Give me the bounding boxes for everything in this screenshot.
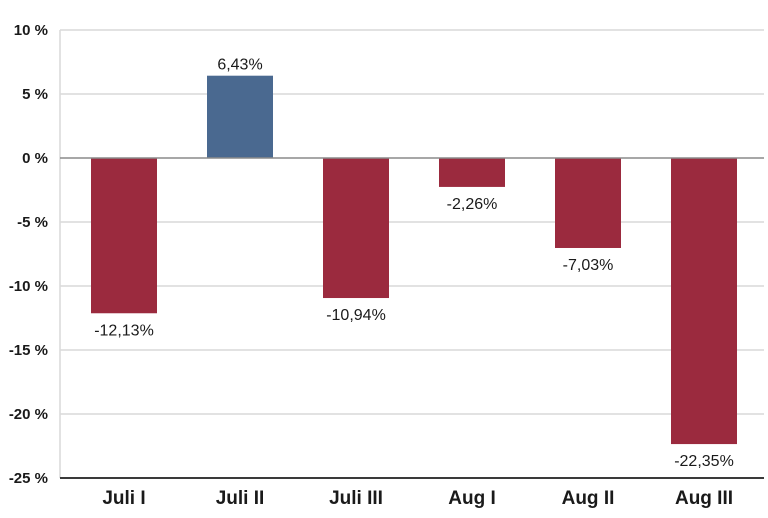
data-label: -22,35%: [674, 453, 734, 470]
bar: [91, 158, 157, 314]
x-tick-label: Juli III: [329, 488, 383, 509]
bar: [207, 75, 273, 158]
data-label: -10,94%: [326, 307, 386, 324]
y-tick-label: 0 %: [22, 150, 48, 167]
data-label: 6,43%: [217, 57, 262, 74]
y-tick-label: 10 %: [14, 22, 48, 39]
y-tick-label: -25 %: [9, 470, 48, 487]
bars: [91, 75, 737, 445]
y-tick-label: -15 %: [9, 342, 48, 359]
x-tick-label: Aug II: [562, 488, 615, 509]
bar: [555, 158, 621, 248]
labels: 10 % 5 % 0 % -5 % -10 % -15 % -20 % -25 % -12,13…: [9, 22, 734, 509]
bar: [439, 158, 505, 187]
y-tick-label: -10 %: [9, 278, 48, 295]
data-label: -12,13%: [94, 322, 154, 339]
x-tick-label: Juli I: [102, 488, 145, 509]
x-tick-label: Aug III: [675, 488, 733, 509]
gridlines: [60, 29, 764, 415]
bar: [323, 158, 389, 299]
y-tick-label: -20 %: [9, 406, 48, 423]
x-tick-label: Aug I: [448, 488, 496, 509]
axes: [59, 30, 764, 479]
data-label: -7,03%: [563, 257, 614, 274]
bar: [671, 158, 737, 445]
data-label: -2,26%: [447, 196, 498, 213]
y-tick-label: 5 %: [22, 86, 48, 103]
y-tick-label: -5 %: [17, 214, 48, 231]
x-tick-label: Juli II: [216, 488, 265, 509]
